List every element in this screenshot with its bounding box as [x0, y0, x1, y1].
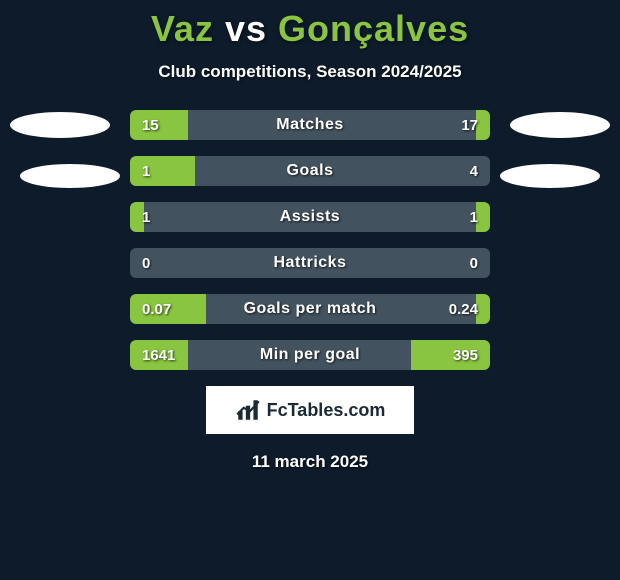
stat-row: 1641395Min per goal [130, 340, 490, 370]
player-left-badge [20, 164, 120, 188]
stat-label: Min per goal [130, 340, 490, 370]
chart-icon [235, 397, 261, 423]
stat-row: 11Assists [130, 202, 490, 232]
player-right-name: Gonçalves [278, 8, 469, 49]
brand-badge: FcTables.com [206, 386, 414, 434]
stat-label: Hattricks [130, 248, 490, 278]
player-right-avatar [510, 112, 610, 138]
comparison-rows: 1517Matches 14Goals 11Assists 00Hattricks 0.… [130, 110, 490, 370]
subtitle: Club competitions, Season 2024/2025 [0, 62, 620, 82]
stat-row: 00Hattricks [130, 248, 490, 278]
player-left-name: Vaz [151, 8, 214, 49]
vs-word: vs [225, 8, 267, 49]
stat-row: 0.070.24Goals per match [130, 294, 490, 324]
stat-label: Matches [130, 110, 490, 140]
date-label: 11 march 2025 [0, 452, 620, 472]
stat-label: Goals [130, 156, 490, 186]
player-right-badge [500, 164, 600, 188]
player-left-avatar [10, 112, 110, 138]
brand-text: FcTables.com [267, 400, 386, 421]
stat-label: Goals per match [130, 294, 490, 324]
comparison-title: Vaz vs Gonçalves [0, 0, 620, 50]
stat-row: 14Goals [130, 156, 490, 186]
comparison-chart: 1517Matches 14Goals 11Assists 00Hattricks 0.… [0, 110, 620, 370]
stat-row: 1517Matches [130, 110, 490, 140]
stat-label: Assists [130, 202, 490, 232]
